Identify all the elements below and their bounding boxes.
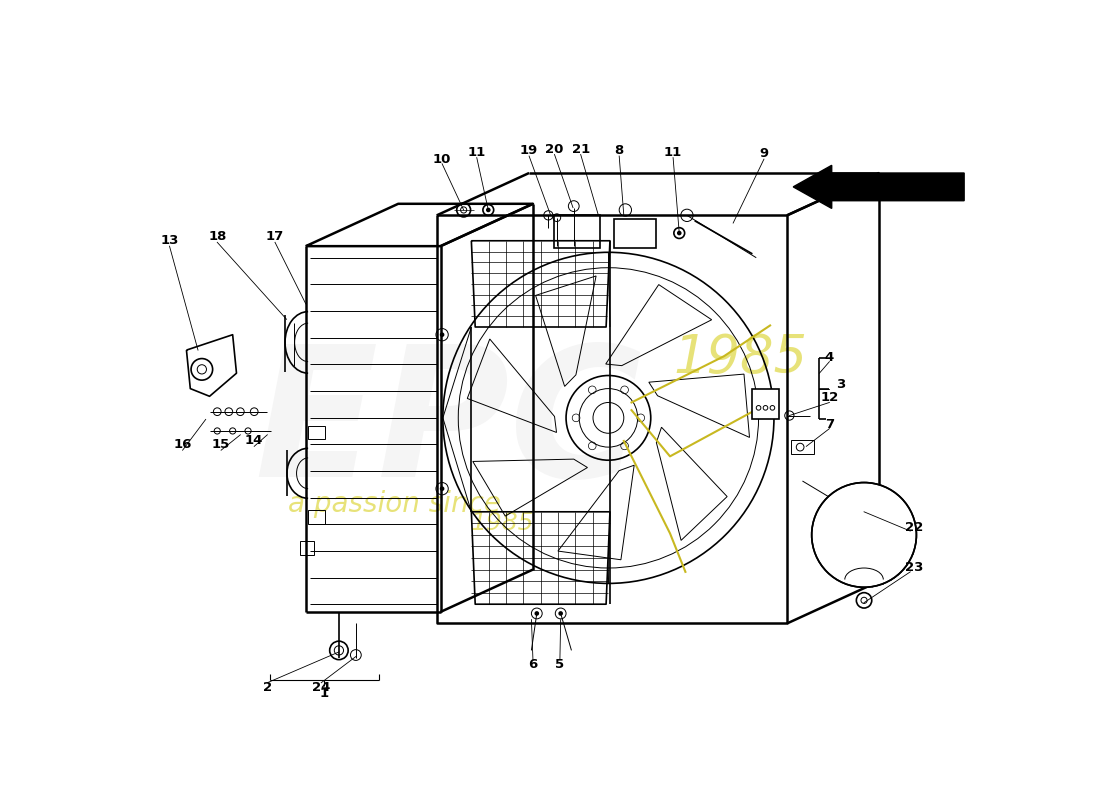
Text: 19: 19 <box>520 144 538 157</box>
Bar <box>553 215 600 248</box>
Text: a passion since: a passion since <box>288 490 500 518</box>
Polygon shape <box>793 166 964 209</box>
Text: EPC: EPC <box>254 339 642 515</box>
Text: 21: 21 <box>572 142 590 156</box>
Bar <box>791 440 814 454</box>
Text: 18: 18 <box>208 230 227 243</box>
Text: 4: 4 <box>825 351 834 364</box>
Circle shape <box>559 611 563 616</box>
Circle shape <box>812 482 916 587</box>
Bar <box>308 510 326 524</box>
Text: 11: 11 <box>468 146 486 158</box>
Text: 17: 17 <box>266 230 284 243</box>
Text: 12: 12 <box>821 391 838 404</box>
Text: 20: 20 <box>546 142 563 156</box>
Circle shape <box>676 230 682 235</box>
Text: 1985: 1985 <box>674 332 807 384</box>
Text: 23: 23 <box>905 561 923 574</box>
Text: 1985: 1985 <box>471 511 534 535</box>
Text: 22: 22 <box>905 521 923 534</box>
Circle shape <box>440 332 444 337</box>
Text: 14: 14 <box>245 434 263 447</box>
Bar <box>308 426 326 439</box>
Text: 7: 7 <box>825 418 834 430</box>
Text: 10: 10 <box>433 153 451 166</box>
Text: 6: 6 <box>528 658 538 670</box>
Text: 3: 3 <box>836 378 846 391</box>
Text: 15: 15 <box>212 438 230 451</box>
Text: 11: 11 <box>664 146 682 158</box>
Text: 16: 16 <box>174 438 191 451</box>
Bar <box>752 389 779 419</box>
Text: 1: 1 <box>320 687 329 700</box>
Text: 5: 5 <box>556 658 564 670</box>
Bar <box>614 219 656 249</box>
Circle shape <box>486 208 491 212</box>
Text: 8: 8 <box>615 144 624 157</box>
Text: 24: 24 <box>312 681 330 694</box>
Text: 9: 9 <box>759 147 769 160</box>
Circle shape <box>535 611 539 616</box>
Circle shape <box>440 486 444 491</box>
Text: 2: 2 <box>263 681 272 694</box>
Text: 13: 13 <box>161 234 178 247</box>
Bar <box>300 541 315 555</box>
